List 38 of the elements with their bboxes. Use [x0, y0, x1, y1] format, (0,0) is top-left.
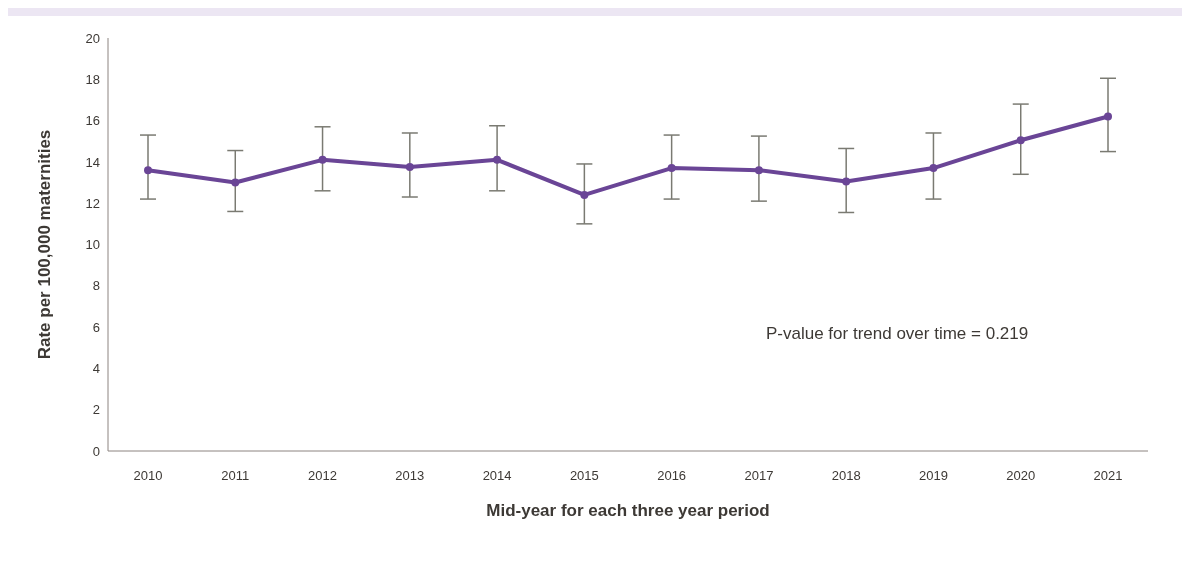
- point: [493, 155, 502, 164]
- y-tick-label: 6: [92, 319, 100, 335]
- point: [667, 164, 676, 173]
- y-tick-label: 0: [92, 443, 100, 459]
- point: [754, 166, 763, 175]
- x-tick-label: 2020: [1006, 468, 1036, 484]
- x-tick-label: 2018: [831, 468, 861, 484]
- point: [842, 177, 851, 186]
- x-tick-label: 2010: [133, 468, 163, 484]
- point: [1016, 136, 1025, 145]
- x-tick-label: 2019: [918, 468, 948, 484]
- point: [929, 164, 938, 173]
- x-tick-label: 2011: [221, 468, 250, 484]
- x-tick-label: 2013: [395, 468, 425, 484]
- x-tick-label: 2017: [744, 468, 774, 484]
- x-tick-label: 2014: [482, 468, 512, 484]
- y-tick-label: 14: [85, 154, 100, 170]
- point: [580, 190, 589, 199]
- point: [1104, 112, 1112, 121]
- point: [231, 178, 240, 187]
- x-tick-label: 2015: [569, 468, 599, 484]
- point: [405, 163, 414, 172]
- y-tick-label: 4: [92, 361, 100, 377]
- y-tick-label: 18: [85, 71, 100, 87]
- y-tick-label: 12: [85, 195, 100, 211]
- x-axis-title: Mid-year for each three year period: [486, 501, 770, 520]
- x-tick-label: 2012: [308, 468, 338, 484]
- point: [144, 166, 152, 175]
- y-tick-label: 16: [85, 113, 100, 129]
- x-tick-label: 2016: [657, 468, 687, 484]
- x-tick-label: 2021: [1093, 468, 1123, 484]
- y-tick-label: 10: [85, 237, 100, 253]
- y-tick-label: 8: [92, 278, 100, 294]
- y-tick-label: 2: [92, 402, 100, 418]
- y-tick-label: 20: [85, 30, 100, 46]
- point: [318, 155, 327, 164]
- annotation: P-value for trend over time = 0.219: [766, 324, 1029, 344]
- y-axis-title: Rate per 100,000 maternities: [35, 129, 54, 360]
